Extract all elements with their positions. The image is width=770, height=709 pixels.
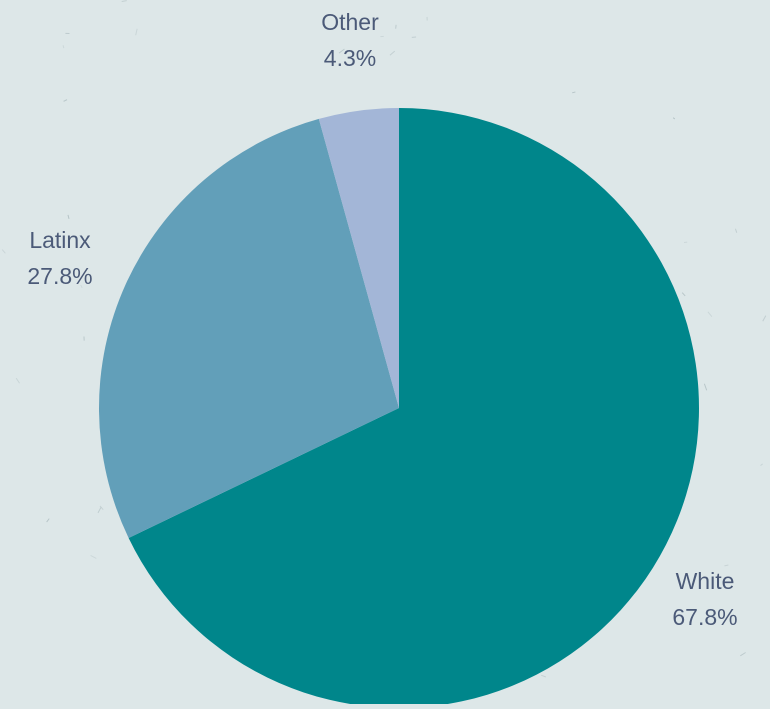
- slice-label-other-pct: 4.3%: [290, 40, 410, 76]
- speckle: [740, 653, 745, 656]
- slice-label-white: White 67.8%: [650, 563, 760, 635]
- speckle: [122, 1, 127, 2]
- speckle: [91, 555, 97, 558]
- slice-label-white-pct: 67.8%: [650, 599, 760, 635]
- speckle: [572, 92, 575, 93]
- speckle: [704, 384, 706, 391]
- speckle: [63, 45, 64, 48]
- speckle: [763, 316, 766, 322]
- slice-label-latinx: Latinx 27.8%: [10, 222, 110, 294]
- slice-label-other: Other 4.3%: [290, 4, 410, 76]
- speckle: [98, 507, 101, 512]
- speckle: [541, 675, 546, 677]
- slice-label-latinx-pct: 27.8%: [10, 258, 110, 294]
- slice-label-other-name: Other: [290, 4, 410, 40]
- speckle: [735, 229, 736, 233]
- pie-slices: [99, 108, 699, 704]
- speckle: [682, 293, 685, 296]
- speckle: [68, 215, 69, 219]
- speckle: [761, 464, 763, 466]
- speckle: [673, 118, 675, 119]
- slice-label-white-name: White: [650, 563, 760, 599]
- speckle: [16, 378, 19, 383]
- speckle: [708, 312, 712, 317]
- speckle: [136, 29, 137, 36]
- speckle: [64, 100, 67, 102]
- speckle: [2, 250, 5, 254]
- speckle: [47, 519, 50, 522]
- slice-label-latinx-name: Latinx: [10, 222, 110, 258]
